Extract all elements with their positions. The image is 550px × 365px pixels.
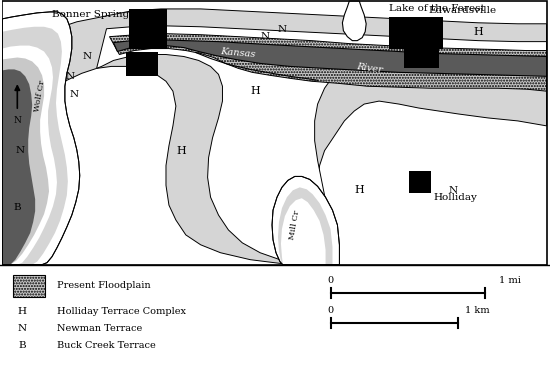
Text: N: N: [18, 324, 27, 333]
Text: H: H: [354, 185, 364, 195]
Polygon shape: [97, 26, 547, 265]
Polygon shape: [272, 176, 339, 265]
Text: N: N: [16, 146, 25, 155]
Polygon shape: [278, 187, 333, 265]
Text: N: N: [261, 32, 270, 41]
Text: Newman Terrace: Newman Terrace: [57, 324, 142, 333]
Polygon shape: [2, 57, 49, 265]
Polygon shape: [109, 34, 547, 91]
Text: B: B: [19, 341, 26, 350]
Text: Bonner Springs: Bonner Springs: [52, 10, 135, 19]
Bar: [129, 9, 167, 49]
Text: Mill Cr: Mill Cr: [288, 210, 301, 240]
Text: H: H: [18, 307, 27, 316]
Text: Holliday Terrace Complex: Holliday Terrace Complex: [57, 307, 186, 316]
Text: River: River: [355, 62, 383, 75]
Text: Holliday: Holliday: [433, 193, 477, 202]
Text: H: H: [474, 27, 483, 37]
Polygon shape: [2, 12, 80, 265]
Bar: [409, 172, 431, 193]
Text: N: N: [82, 52, 91, 61]
Polygon shape: [343, 1, 366, 41]
Polygon shape: [2, 46, 57, 265]
Bar: [389, 17, 443, 49]
Text: 1 km: 1 km: [465, 306, 489, 315]
Text: Buck Creek Terrace: Buck Creek Terrace: [57, 341, 156, 350]
Polygon shape: [2, 1, 547, 265]
Text: 0: 0: [327, 306, 334, 315]
Text: H: H: [176, 146, 186, 155]
Text: 0: 0: [327, 276, 334, 285]
Text: B: B: [14, 203, 21, 212]
Text: N: N: [449, 186, 458, 195]
Text: 1 mi: 1 mi: [499, 276, 521, 285]
Polygon shape: [2, 9, 547, 265]
Text: H: H: [250, 86, 260, 96]
Text: N: N: [65, 72, 74, 81]
Text: N: N: [13, 116, 21, 125]
Polygon shape: [113, 40, 547, 76]
Bar: [126, 51, 158, 76]
Text: N: N: [277, 25, 287, 34]
Text: Kansas: Kansas: [221, 47, 256, 59]
Polygon shape: [2, 27, 68, 265]
Polygon shape: [281, 198, 326, 265]
Text: Present Floodplain: Present Floodplain: [57, 281, 151, 290]
Text: Edwardsville: Edwardsville: [428, 6, 497, 15]
Bar: [404, 47, 438, 68]
Polygon shape: [2, 69, 35, 265]
Text: Lake of the Forest: Lake of the Forest: [389, 4, 485, 14]
Text: N: N: [69, 90, 78, 99]
Text: Wolf Cr: Wolf Cr: [34, 80, 47, 112]
Bar: [13, 274, 45, 297]
